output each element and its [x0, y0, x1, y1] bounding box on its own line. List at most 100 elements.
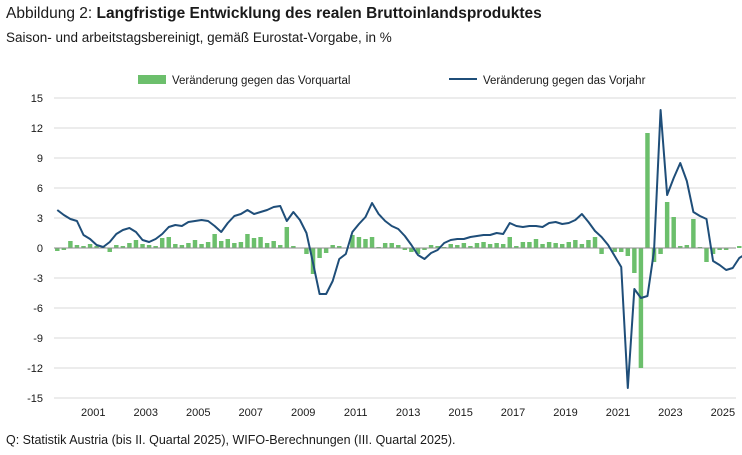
- y-tick-label: -12: [27, 363, 43, 375]
- bar: [55, 248, 60, 251]
- title-prefix: Abbildung 2:: [6, 5, 97, 22]
- bar: [691, 219, 696, 248]
- bar: [481, 242, 486, 248]
- bar: [619, 248, 624, 252]
- bar: [474, 243, 480, 248]
- x-tick-label: 2001: [81, 407, 105, 419]
- bar: [212, 234, 217, 248]
- bar: [658, 248, 663, 254]
- legend-line-label: Veränderung gegen das Vorjahr: [483, 75, 646, 87]
- bar: [245, 234, 250, 248]
- y-tick-label: 15: [31, 93, 43, 105]
- bar: [323, 248, 329, 253]
- bar: [192, 240, 198, 248]
- bar: [356, 237, 362, 248]
- bar: [612, 248, 617, 252]
- bar: [448, 244, 453, 248]
- bar: [389, 243, 394, 248]
- bar: [553, 243, 558, 248]
- bar: [140, 244, 145, 248]
- bar: [146, 245, 152, 248]
- bar: [402, 248, 408, 250]
- bar: [737, 246, 742, 248]
- bar: [704, 248, 709, 262]
- x-tick-label: 2003: [134, 407, 158, 419]
- bar: [363, 239, 368, 248]
- bar: [579, 244, 585, 248]
- bar: [533, 239, 539, 248]
- bar: [494, 243, 499, 248]
- x-axis-ticks: 2001 2003 2005 2007 2009 2011 2013 2015 2017 2019…: [81, 407, 735, 419]
- bar: [330, 245, 335, 248]
- yoy-line: [56, 109, 742, 389]
- legend: Veränderung gegen das Vorquartal Verände…: [138, 75, 646, 87]
- y-tick-label: -3: [33, 273, 43, 285]
- bar: [81, 246, 86, 248]
- bar: [573, 240, 578, 248]
- bar: [271, 241, 276, 248]
- bar: [422, 248, 427, 250]
- bar: [684, 245, 690, 248]
- bar: [638, 248, 644, 368]
- bar: [645, 133, 650, 248]
- y-tick-label: -15: [27, 393, 43, 405]
- x-tick-label: 2005: [186, 407, 210, 419]
- bar: [94, 246, 99, 248]
- bar: [166, 237, 171, 248]
- bar: [186, 243, 191, 248]
- bar: [546, 242, 552, 248]
- legend-bar-swatch: [138, 75, 166, 84]
- bar: [382, 243, 388, 248]
- bar-series: [55, 133, 742, 368]
- bar: [514, 246, 519, 248]
- bar: [468, 246, 473, 248]
- bar: [232, 243, 237, 248]
- bar: [664, 202, 670, 248]
- bar: [461, 243, 467, 248]
- bar: [369, 237, 375, 248]
- bar: [218, 241, 224, 248]
- x-tick-label: 2019: [553, 407, 577, 419]
- bar: [592, 237, 598, 248]
- bar: [625, 248, 631, 256]
- bar: [264, 243, 270, 248]
- bar: [114, 245, 119, 248]
- bar: [205, 242, 211, 248]
- bar: [435, 246, 440, 248]
- bar: [507, 237, 512, 248]
- bar: [317, 248, 322, 258]
- bar: [409, 248, 414, 252]
- bar: [717, 248, 722, 250]
- bar: [415, 248, 421, 254]
- grid-lines: [54, 97, 736, 399]
- bar: [251, 238, 257, 248]
- bar: [632, 248, 637, 273]
- y-tick-label: 3: [37, 213, 43, 225]
- bar: [68, 241, 73, 248]
- bar: [500, 244, 506, 248]
- y-tick-label: 12: [31, 123, 43, 135]
- bar: [179, 245, 185, 248]
- y-axis-ticks: 15 12 9 6 3 0 -3 -6 -9 -12 -15: [27, 93, 43, 405]
- bar: [710, 248, 716, 254]
- y-tick-label: 0: [37, 243, 43, 255]
- bar: [291, 246, 296, 248]
- source-note: Q: Statistik Austria (bis II. Quartal 20…: [6, 433, 456, 447]
- bar: [678, 246, 683, 248]
- y-tick-label: 6: [37, 183, 43, 195]
- bar: [487, 244, 493, 248]
- bar: [153, 246, 158, 248]
- bar: [199, 244, 204, 248]
- bar: [284, 227, 290, 248]
- legend-bar-label: Veränderung gegen das Vorquartal: [172, 75, 350, 87]
- chart-subtitle: Saison- und arbeitstagsbereinigt, gemäß …: [6, 30, 392, 45]
- x-tick-label: 2017: [501, 407, 525, 419]
- bar: [350, 235, 355, 248]
- bar: [258, 237, 263, 248]
- bar: [540, 244, 545, 248]
- bar: [127, 243, 132, 248]
- y-tick-label: 9: [37, 153, 43, 165]
- bar: [566, 242, 572, 248]
- bar: [225, 239, 231, 248]
